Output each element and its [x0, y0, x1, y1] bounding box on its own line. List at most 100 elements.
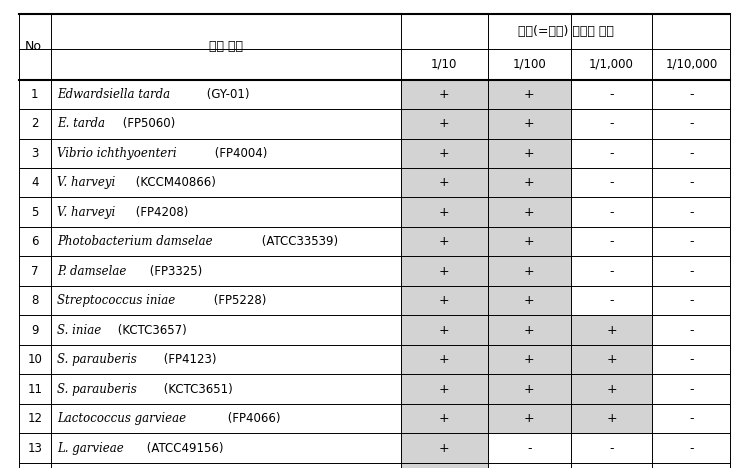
- Text: 13: 13: [28, 442, 42, 454]
- Bar: [571, 345, 652, 374]
- Text: -: -: [689, 412, 694, 425]
- Text: -: -: [689, 206, 694, 219]
- Text: 도배(=화배) 추출물 농도: 도배(=화배) 추출물 농도: [518, 25, 613, 38]
- Text: (FP4123): (FP4123): [160, 353, 216, 366]
- Bar: [401, 404, 571, 433]
- Text: -: -: [689, 88, 694, 101]
- Text: +: +: [524, 324, 535, 336]
- Text: -: -: [689, 147, 694, 160]
- Text: +: +: [524, 206, 535, 219]
- Text: -: -: [609, 265, 614, 278]
- Bar: [401, 168, 571, 197]
- Text: -: -: [689, 117, 694, 130]
- Text: -: -: [689, 176, 694, 189]
- Text: 11: 11: [27, 383, 43, 395]
- Text: -: -: [689, 442, 694, 454]
- Text: +: +: [439, 88, 449, 101]
- Bar: [401, 345, 571, 374]
- Text: No.: No.: [25, 40, 45, 53]
- Text: +: +: [439, 324, 449, 336]
- Bar: [401, 463, 488, 468]
- Bar: [571, 315, 652, 345]
- Text: +: +: [606, 383, 617, 395]
- Bar: [401, 109, 571, 139]
- Bar: [401, 315, 571, 345]
- Text: S. parauberis: S. parauberis: [57, 353, 136, 366]
- Text: -: -: [609, 294, 614, 307]
- Text: +: +: [439, 206, 449, 219]
- Text: (ATCC49156): (ATCC49156): [143, 442, 223, 454]
- Text: 1/100: 1/100: [512, 58, 546, 71]
- Text: +: +: [439, 383, 449, 395]
- Text: (KCTC3657): (KCTC3657): [114, 324, 187, 336]
- Bar: [401, 433, 488, 463]
- Text: (FP3325): (FP3325): [147, 265, 203, 278]
- Text: +: +: [439, 442, 449, 454]
- Text: (FP4004): (FP4004): [211, 147, 267, 160]
- Text: E. tarda: E. tarda: [57, 117, 105, 130]
- Text: 4: 4: [31, 176, 39, 189]
- Text: -: -: [609, 235, 614, 248]
- Text: -: -: [689, 265, 694, 278]
- Text: L. garvieae: L. garvieae: [57, 442, 124, 454]
- Text: -: -: [527, 442, 532, 454]
- Text: +: +: [439, 265, 449, 278]
- Text: +: +: [524, 235, 535, 248]
- Text: +: +: [524, 117, 535, 130]
- Bar: [401, 227, 571, 256]
- Text: 1/10: 1/10: [431, 58, 458, 71]
- Text: (FP5228): (FP5228): [210, 294, 266, 307]
- Text: Vibrio ichthyoenteri: Vibrio ichthyoenteri: [57, 147, 177, 160]
- Text: (GY-01): (GY-01): [203, 88, 249, 101]
- Text: -: -: [609, 206, 614, 219]
- Text: 균주 내역: 균주 내역: [209, 40, 243, 53]
- Text: 12: 12: [27, 412, 43, 425]
- Bar: [401, 374, 571, 404]
- Bar: [401, 286, 571, 315]
- Text: 7: 7: [31, 265, 39, 278]
- Text: Lactococcus garvieae: Lactococcus garvieae: [57, 412, 186, 425]
- Text: Edwardsiella tarda: Edwardsiella tarda: [57, 88, 170, 101]
- Text: 8: 8: [31, 294, 38, 307]
- Text: 6: 6: [31, 235, 39, 248]
- Text: -: -: [609, 176, 614, 189]
- Text: (FP5060): (FP5060): [119, 117, 175, 130]
- Text: -: -: [609, 117, 614, 130]
- Text: (ATCC33539): (ATCC33539): [258, 235, 338, 248]
- Bar: [401, 80, 571, 109]
- Bar: [401, 197, 571, 227]
- Text: -: -: [609, 88, 614, 101]
- Text: 2: 2: [31, 117, 39, 130]
- Text: Photobacterium damselae: Photobacterium damselae: [57, 235, 213, 248]
- Text: -: -: [689, 353, 694, 366]
- Text: (KCTC3651): (KCTC3651): [160, 383, 233, 395]
- Text: Streptococcus iniae: Streptococcus iniae: [57, 294, 175, 307]
- Text: +: +: [439, 235, 449, 248]
- Text: +: +: [439, 117, 449, 130]
- Text: +: +: [524, 412, 535, 425]
- Text: +: +: [524, 88, 535, 101]
- Text: 1/10,000: 1/10,000: [665, 58, 718, 71]
- Text: +: +: [606, 353, 617, 366]
- Text: +: +: [524, 353, 535, 366]
- Bar: [571, 404, 652, 433]
- Text: (FP4208): (FP4208): [132, 206, 189, 219]
- Text: 5: 5: [31, 206, 38, 219]
- Text: V. harveyi: V. harveyi: [57, 206, 115, 219]
- Text: +: +: [439, 412, 449, 425]
- Text: 1: 1: [31, 88, 39, 101]
- Text: +: +: [524, 294, 535, 307]
- Text: 1/1,000: 1/1,000: [589, 58, 634, 71]
- Text: (FP4066): (FP4066): [223, 412, 280, 425]
- Text: -: -: [689, 324, 694, 336]
- Text: (KCCM40866): (KCCM40866): [132, 176, 216, 189]
- Text: +: +: [606, 412, 617, 425]
- Text: -: -: [689, 235, 694, 248]
- Text: -: -: [609, 442, 614, 454]
- Text: V. harveyi: V. harveyi: [57, 176, 115, 189]
- Text: +: +: [439, 353, 449, 366]
- Text: +: +: [439, 176, 449, 189]
- Text: +: +: [439, 294, 449, 307]
- Text: -: -: [609, 147, 614, 160]
- Bar: [571, 374, 652, 404]
